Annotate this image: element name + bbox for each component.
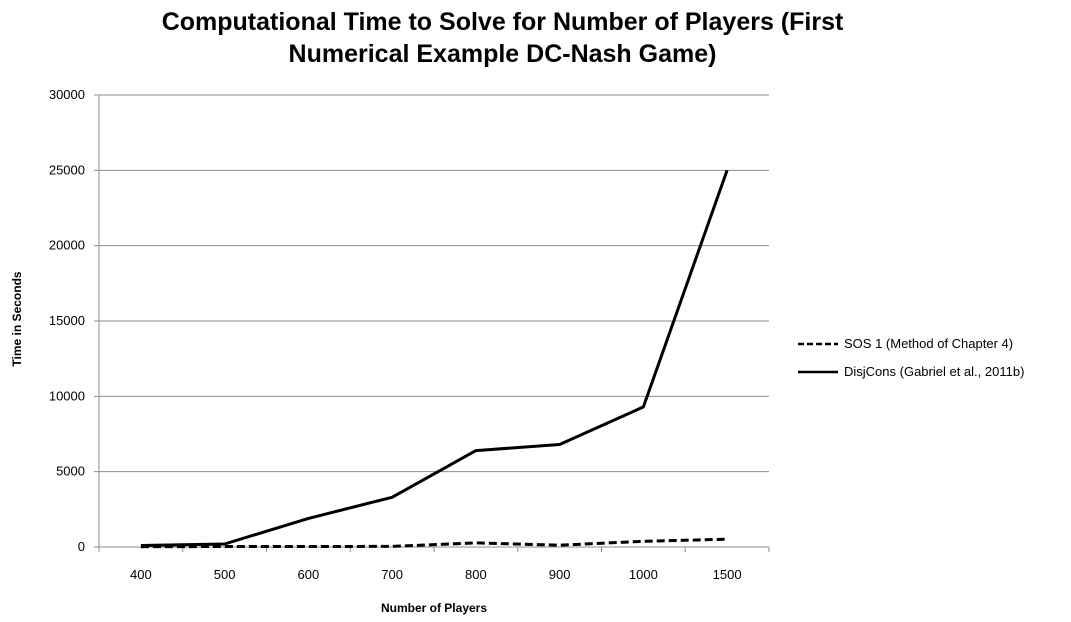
x-tick-label-600: 600 [298,567,320,582]
axes: 0 5000 10000 15000 20000 25000 30000 400 500 600 7… [49,87,770,582]
x-tick-label-800: 800 [465,567,487,582]
legend-label-2: DisjCons (Gabriel et al., 2011b) [844,364,1024,379]
y-axis-title: Time in Seconds [10,271,24,366]
x-tick-label-1500: 1500 [713,567,742,582]
x-tick-label-500: 500 [214,567,236,582]
chart-title-line-1: Computational Time to Solve for Number o… [161,8,844,36]
legend-label-1: SOS 1 (Method of Chapter 4) [844,336,1013,351]
y-tick-label-30000: 30000 [49,87,85,102]
chart-title-line-2: Numerical Example DC-Nash Game) [288,40,717,68]
y-tick-label-25000: 25000 [49,162,85,177]
x-tick-label-900: 900 [549,567,571,582]
x-axis-title: Number of Players [381,601,487,615]
y-tick-label-0: 0 [78,539,85,554]
x-tick-label-400: 400 [130,567,152,582]
series-lines [140,169,729,549]
y-tick-label-15000: 15000 [49,313,85,328]
series-line-1 [140,537,728,549]
gridlines [99,94,769,473]
legend: SOS 1 (Method of Chapter 4) DisjCons (Gab… [798,336,1024,379]
x-tick-label-700: 700 [381,567,403,582]
x-tick-label-1000: 1000 [629,567,658,582]
series-line-2 [140,169,729,547]
y-tick-label-10000: 10000 [49,388,85,403]
y-tick-label-5000: 5000 [56,464,85,479]
y-tick-label-20000: 20000 [49,238,85,253]
